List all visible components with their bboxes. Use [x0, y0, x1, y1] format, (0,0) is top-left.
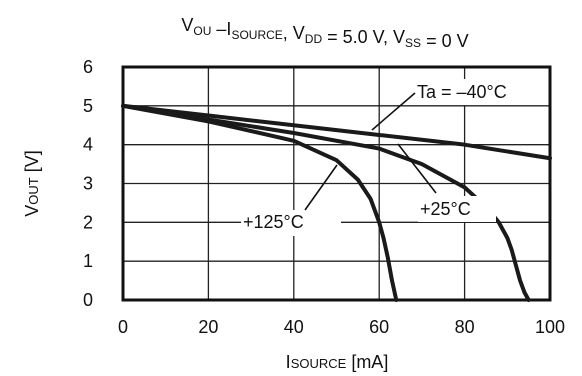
y-axis-label: VOUT [V]	[22, 150, 42, 216]
y-tick-label: 2	[83, 212, 93, 232]
annotation-label: Ta = –40°C	[417, 82, 507, 102]
x-tick-label: 0	[118, 317, 128, 337]
series-line-3	[121, 103, 399, 302]
x-tick-label: 80	[455, 317, 475, 337]
x-tick-label: 60	[369, 317, 389, 337]
chart-title: VOU –ISOURCE, VDD = 5.0 V, VSS = 0 V	[181, 15, 468, 51]
y-tick-label: 1	[83, 251, 93, 271]
x-tick-label: 40	[284, 317, 304, 337]
y-tick-label: 4	[83, 135, 93, 155]
annotation-label: +125°C	[243, 212, 304, 232]
annotation-bg	[418, 196, 496, 222]
annotation-leader	[371, 92, 416, 131]
annotation-bg	[241, 210, 341, 236]
annotation-leader	[397, 143, 437, 194]
y-tick-label: 5	[83, 96, 93, 116]
x-tick-label: 20	[198, 317, 218, 337]
y-tick-label: 0	[83, 290, 93, 310]
annotation-leader	[304, 164, 338, 211]
annotation-bg	[413, 79, 543, 105]
x-axis-label: ISOURCE [mA]	[286, 352, 389, 372]
plot-frame	[121, 65, 552, 302]
x-tick-label: 100	[535, 317, 565, 337]
annotation-label: +25°C	[420, 199, 471, 219]
y-tick-label: 3	[83, 174, 93, 194]
y-tick-label: 6	[83, 57, 93, 77]
series-line-1	[121, 103, 552, 161]
